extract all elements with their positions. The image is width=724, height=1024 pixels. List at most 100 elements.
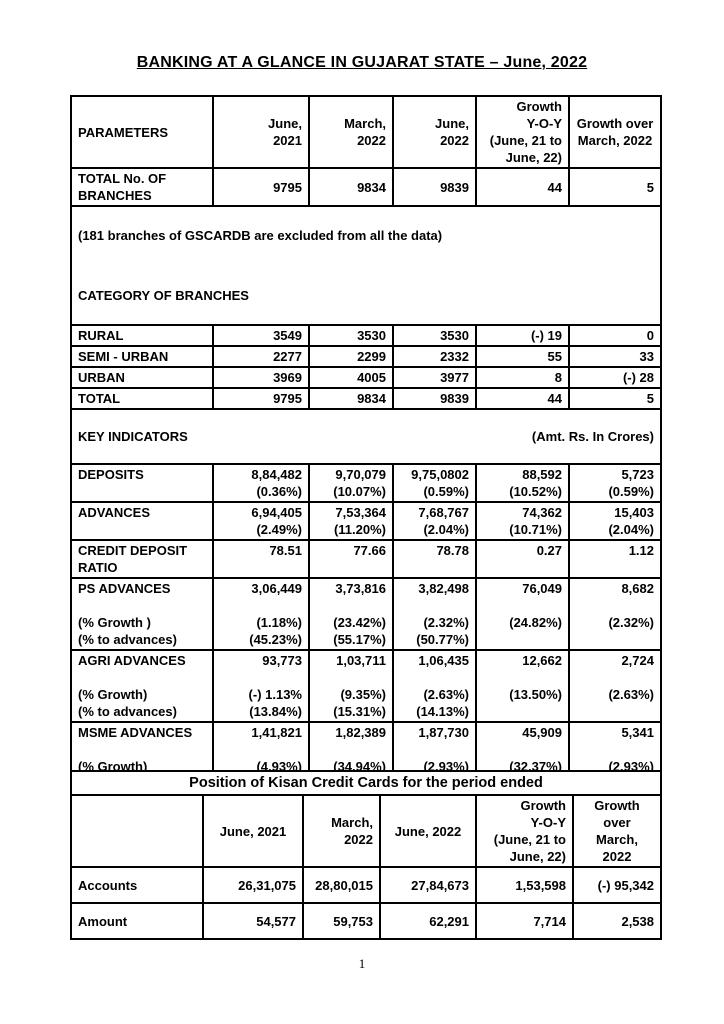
cell-value: 7,53,364 (11.20%) bbox=[308, 501, 394, 541]
page-title: BANKING AT A GLANCE IN GUJARAT STATE – J… bbox=[136, 54, 588, 71]
kcc-col-header-blank bbox=[70, 794, 204, 868]
col-header-june-2022: June, 2022 bbox=[392, 95, 477, 169]
cell-value: 3,06,449 (1.18%) (45.23%) bbox=[212, 577, 310, 651]
cell-value: 4005 bbox=[308, 366, 394, 389]
table-row-total-category: TOTAL 9795 9834 9839 44 5 bbox=[70, 387, 662, 410]
cell-value: 3549 bbox=[212, 324, 310, 347]
cell-value: 44 bbox=[475, 387, 570, 410]
cell-value: 88,592 (10.52%) bbox=[475, 463, 570, 503]
cell-value: 9795 bbox=[212, 387, 310, 410]
kcc-table-title: Position of Kisan Credit Cards for the p… bbox=[69, 770, 663, 796]
cell-value: 33 bbox=[568, 345, 662, 368]
row-label: CREDIT DEPOSIT RATIO bbox=[70, 539, 214, 579]
cell-value: 9834 bbox=[308, 167, 394, 207]
table-row-total-branches: TOTAL No. OF BRANCHES 9795 9834 9839 44 … bbox=[70, 167, 662, 207]
cell-value: 1,53,598 bbox=[475, 866, 574, 904]
cell-value: 27,84,673 bbox=[379, 866, 477, 904]
cell-value: 0 bbox=[568, 324, 662, 347]
row-label: Accounts bbox=[70, 866, 204, 904]
table-row-deposits: DEPOSITS 8,84,482 (0.36%) 9,70,079 (10.0… bbox=[70, 463, 662, 503]
table-row-accounts: Accounts 26,31,075 28,80,015 27,84,673 1… bbox=[70, 866, 663, 904]
table-row-note: (181 branches of GSCARDB are excluded fr… bbox=[70, 205, 662, 326]
key-indicators-cell: KEY INDICATORS (Amt. Rs. In Crores) bbox=[70, 408, 662, 465]
kcc-title-row: Position of Kisan Credit Cards for the p… bbox=[69, 770, 663, 796]
cell-value: 78.78 bbox=[392, 539, 477, 579]
row-label: PS ADVANCES (% Growth ) (% to advances) bbox=[70, 577, 214, 651]
cell-value: 3530 bbox=[392, 324, 477, 347]
cell-value: 74,362 (10.71%) bbox=[475, 501, 570, 541]
cell-value: 2,538 bbox=[571, 902, 663, 940]
cell-value: 77.66 bbox=[308, 539, 394, 579]
kcc-col-header-june-2021: June, 2021 bbox=[202, 794, 304, 868]
cell-value: 3,82,498 (2.32%) (50.77%) bbox=[392, 577, 477, 651]
cell-value: 15,403 (2.04%) bbox=[568, 501, 662, 541]
cell-value: 1,06,435 (2.63%) (14.13%) bbox=[392, 649, 477, 723]
row-label: AGRI ADVANCES (% Growth) (% to advances) bbox=[70, 649, 214, 723]
cell-value: 78.51 bbox=[212, 539, 310, 579]
kcc-col-header-march-2022: March, 2022 bbox=[302, 794, 381, 868]
cell-value: 93,773 (-) 1.13% (13.84%) bbox=[212, 649, 310, 723]
col-header-growth-yoy: Growth Y-O-Y (June, 21 to June, 22) bbox=[475, 95, 570, 169]
key-indicators-label: KEY INDICATORS bbox=[78, 429, 188, 444]
banking-glance-table: PARAMETERS June, 2021 March, 2022 June, … bbox=[70, 95, 662, 884]
row-label: Amount bbox=[70, 902, 204, 940]
cell-value: (-) 19 bbox=[475, 324, 570, 347]
cell-value: 59,753 bbox=[302, 902, 381, 940]
category-heading: CATEGORY OF BRANCHES bbox=[78, 288, 249, 303]
cell-value: 55 bbox=[475, 345, 570, 368]
table-row-semi-urban: SEMI - URBAN 2277 2299 2332 55 33 bbox=[70, 345, 662, 368]
cell-value: 26,31,075 bbox=[202, 866, 304, 904]
table-row-advances: ADVANCES 6,94,405 (2.49%) 7,53,364 (11.2… bbox=[70, 501, 662, 541]
cell-value: 12,662 (13.50%) bbox=[475, 649, 570, 723]
cell-value: 3969 bbox=[212, 366, 310, 389]
col-header-june-2021: June, 2021 bbox=[212, 95, 310, 169]
page-number: 1 bbox=[358, 956, 366, 971]
cell-value: 5 bbox=[568, 167, 662, 207]
cell-value: 9839 bbox=[392, 167, 477, 207]
cell-value: 7,68,767 (2.04%) bbox=[392, 501, 477, 541]
kisan-credit-cards-table: Position of Kisan Credit Cards for the p… bbox=[69, 770, 663, 940]
table-row-key-indicators: KEY INDICATORS (Amt. Rs. In Crores) bbox=[70, 408, 662, 465]
cell-value: 62,291 bbox=[379, 902, 477, 940]
cell-value: 8,84,482 (0.36%) bbox=[212, 463, 310, 503]
cell-value: 1.12 bbox=[568, 539, 662, 579]
row-label: TOTAL bbox=[70, 387, 214, 410]
cell-value: 8 bbox=[475, 366, 570, 389]
row-label: TOTAL No. OF BRANCHES bbox=[70, 167, 214, 207]
note-cell: (181 branches of GSCARDB are excluded fr… bbox=[70, 205, 662, 326]
amount-unit-note: (Amt. Rs. In Crores) bbox=[531, 429, 654, 444]
cell-value: (-) 95,342 bbox=[571, 866, 663, 904]
cell-value: 2332 bbox=[392, 345, 477, 368]
kcc-col-header-june-2022: June, 2022 bbox=[379, 794, 477, 868]
col-header-march-2022: March, 2022 bbox=[308, 95, 394, 169]
table-row-agri-advances: AGRI ADVANCES (% Growth) (% to advances)… bbox=[70, 649, 662, 723]
kcc-col-header-growth-over-march: Growth over March, 2022 bbox=[571, 794, 663, 868]
row-label: URBAN bbox=[70, 366, 214, 389]
cell-value: 7,714 bbox=[475, 902, 574, 940]
cell-value: 2,724 (2.63%) bbox=[568, 649, 662, 723]
cell-value: 44 bbox=[475, 167, 570, 207]
row-label: ADVANCES bbox=[70, 501, 214, 541]
table-row-rural: RURAL 3549 3530 3530 (-) 19 0 bbox=[70, 324, 662, 347]
col-header-parameters: PARAMETERS bbox=[70, 95, 214, 169]
cell-value: 8,682 (2.32%) bbox=[568, 577, 662, 651]
cell-value: 9839 bbox=[392, 387, 477, 410]
cell-value: 3530 bbox=[308, 324, 394, 347]
table-row-credit-deposit-ratio: CREDIT DEPOSIT RATIO 78.51 77.66 78.78 0… bbox=[70, 539, 662, 579]
cell-value: 28,80,015 bbox=[302, 866, 381, 904]
cell-value: 2299 bbox=[308, 345, 394, 368]
row-label: RURAL bbox=[70, 324, 214, 347]
cell-value: 9,70,079 (10.07%) bbox=[308, 463, 394, 503]
cell-value: 9795 bbox=[212, 167, 310, 207]
cell-value: 1,03,711 (9.35%) (15.31%) bbox=[308, 649, 394, 723]
cell-value: 5 bbox=[568, 387, 662, 410]
cell-value: (-) 28 bbox=[568, 366, 662, 389]
col-header-growth-over-march: Growth over March, 2022 bbox=[568, 95, 662, 169]
cell-value: 9,75,0802 (0.59%) bbox=[392, 463, 477, 503]
kcc-header-row: June, 2021 March, 2022 June, 2022 Growth… bbox=[70, 794, 663, 868]
cell-value: 76,049 (24.82%) bbox=[475, 577, 570, 651]
cell-value: 3977 bbox=[392, 366, 477, 389]
kcc-col-header-growth-yoy: Growth Y-O-Y (June, 21 to June, 22) bbox=[475, 794, 574, 868]
table-row-amount: Amount 54,577 59,753 62,291 7,714 2,538 bbox=[70, 902, 663, 940]
cell-value: 5,723 (0.59%) bbox=[568, 463, 662, 503]
